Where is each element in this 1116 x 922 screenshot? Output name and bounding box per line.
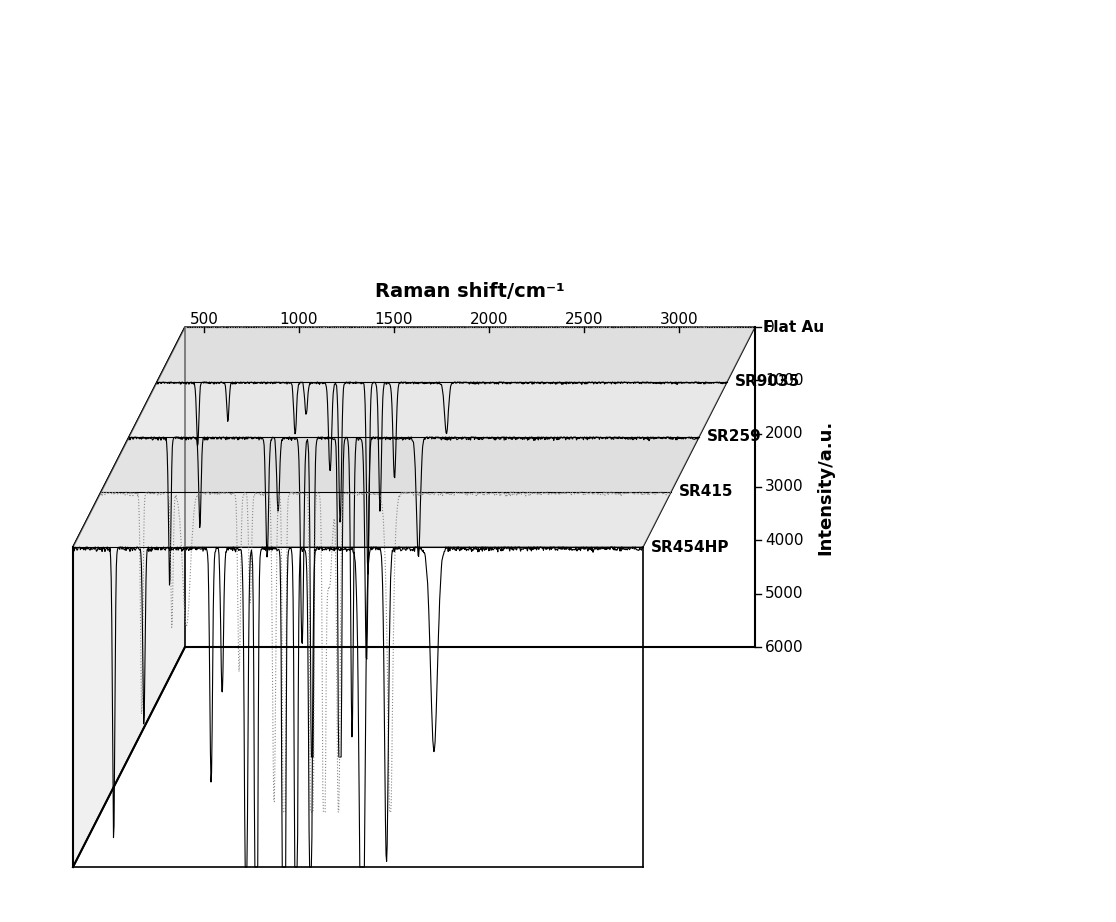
Text: Intensity/a.u.: Intensity/a.u.: [816, 420, 834, 555]
Text: SR259: SR259: [708, 430, 762, 444]
Text: 1000: 1000: [280, 312, 318, 327]
Text: SR9035: SR9035: [735, 374, 800, 389]
Polygon shape: [73, 327, 756, 547]
Text: Flat Au: Flat Au: [763, 320, 824, 335]
Text: 6000: 6000: [764, 640, 804, 655]
Text: 4000: 4000: [764, 533, 804, 548]
Text: 1500: 1500: [375, 312, 413, 327]
Text: 2000: 2000: [764, 426, 804, 441]
Text: 500: 500: [190, 312, 219, 327]
Text: 2000: 2000: [470, 312, 508, 327]
Text: Raman shift/cm⁻¹: Raman shift/cm⁻¹: [375, 282, 565, 301]
Text: 3000: 3000: [764, 479, 804, 494]
Polygon shape: [157, 327, 756, 382]
Text: 5000: 5000: [764, 586, 804, 601]
Polygon shape: [73, 327, 185, 867]
Polygon shape: [73, 492, 671, 547]
Text: 3000: 3000: [660, 312, 699, 327]
Text: SR415: SR415: [679, 484, 733, 500]
Text: 0: 0: [764, 320, 775, 335]
Text: 2500: 2500: [565, 312, 604, 327]
Polygon shape: [102, 437, 699, 492]
Text: 1000: 1000: [764, 372, 804, 388]
Text: SR454HP: SR454HP: [651, 539, 730, 554]
Polygon shape: [129, 382, 727, 437]
